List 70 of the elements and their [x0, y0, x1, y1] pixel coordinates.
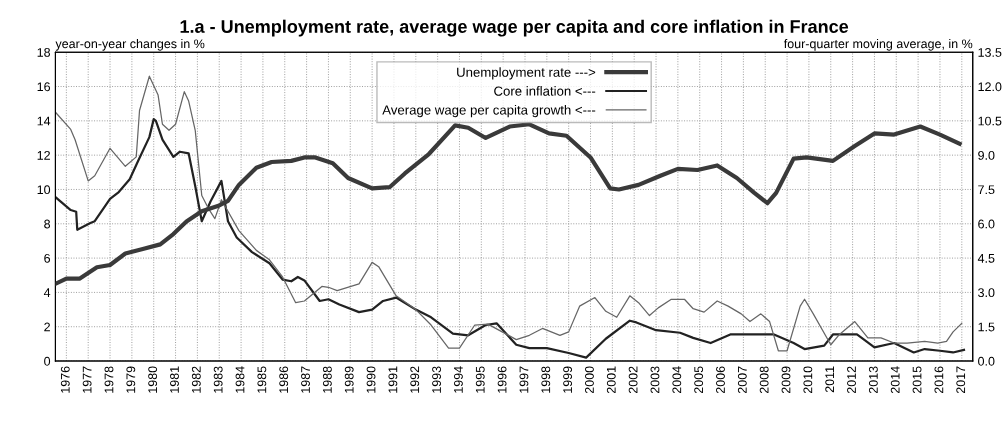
y-tick-label: 4	[43, 288, 51, 297]
line-series	[55, 118, 966, 359]
x-tick-label: 2006	[716, 366, 725, 394]
x-tick-label: 1999	[563, 366, 573, 393]
x-tick-label: 1985	[257, 366, 267, 393]
x-tick-label: 2013	[868, 366, 878, 394]
chart-title: 1.a - Unemployment rate, average wage per capita and core inflation in France	[180, 19, 849, 37]
x-tick-label: 1982	[191, 366, 201, 393]
x-tick-label: 2002	[628, 366, 638, 394]
x-tick-label: 2016	[934, 366, 944, 394]
x-tick-label: 2005	[694, 366, 704, 394]
legend-label: Core inflation <---	[494, 86, 596, 96]
x-tick-label: 2003	[650, 366, 660, 394]
y2-tick-label: 3.0	[978, 288, 995, 298]
x-tick-label: 1990	[366, 366, 376, 393]
x-tick-label: 2007	[737, 366, 747, 394]
y-tick-label: 14	[37, 116, 51, 126]
legend-label: Average wage per capita growth <---	[382, 104, 596, 118]
y2-tick-label: 13.5	[978, 48, 1002, 57]
y2-tick-label: 0.0	[978, 356, 995, 366]
x-tick-label: 1980	[148, 366, 158, 393]
y-tick-label: 12	[37, 150, 50, 160]
x-tick-label: 2012	[847, 366, 856, 394]
x-tick-label: 1991	[388, 366, 398, 393]
x-tick-label: 1977	[82, 366, 92, 393]
x-tick-label: 1976	[60, 366, 70, 393]
x-tick-label: 1996	[497, 366, 507, 393]
x-tick-label: 1998	[541, 366, 551, 393]
y2-tick-label: 9.0	[978, 150, 995, 160]
x-tick-label: 2004	[672, 366, 682, 394]
y-tick-label: 16	[37, 82, 51, 92]
x-tick-label: 1978	[104, 366, 114, 393]
x-tick-label: 1981	[170, 366, 179, 393]
y-tick-label: 0	[44, 356, 51, 366]
x-tick-label: 1987	[301, 366, 310, 393]
x-tick-label: 2008	[759, 366, 769, 394]
x-tick-label: 1988	[322, 366, 332, 393]
y2-tick-label: 10.5	[978, 116, 1002, 126]
x-tick-label: 1986	[279, 366, 289, 393]
y2-tick-label: 6.0	[978, 219, 995, 229]
x-tick-label: 1992	[410, 366, 420, 393]
x-tick-label: 1984	[235, 366, 245, 393]
x-tick-label: 2015	[912, 366, 922, 394]
x-tick-label: 2011	[825, 366, 835, 393]
y-tick-label: 8	[44, 219, 51, 229]
x-tick-label: 1983	[213, 366, 223, 393]
y2-tick-label: 7.5	[978, 185, 995, 195]
x-tick-label: 1979	[126, 366, 136, 393]
x-tick-label: 2000	[585, 366, 594, 394]
x-tick-label: 1997	[519, 366, 529, 393]
x-tick-label: 1995	[475, 366, 485, 393]
x-tick-label: 2010	[803, 366, 813, 394]
y2-tick-label: 12.0	[978, 82, 1002, 92]
y-tick-label: 6	[44, 253, 51, 263]
y-tick-label: 2	[44, 322, 50, 332]
x-tick-label: 2014	[890, 366, 900, 394]
x-tick-label: 2009	[781, 366, 791, 394]
x-tick-label: 1993	[432, 366, 441, 393]
x-tick-label: 2017	[956, 366, 966, 394]
y2-tick-label: 1.5	[978, 322, 995, 332]
y2-axis-title: four-quarter moving average, in %	[783, 39, 973, 51]
legend-label: Unemployment rate --->	[457, 67, 596, 80]
y-tick-label: 18	[37, 48, 51, 57]
x-tick-label: 2001	[606, 366, 616, 394]
x-tick-label: 1994	[453, 366, 463, 393]
y-axis-title: year-on-year changes in %	[55, 39, 205, 51]
y-tick-label: 10	[37, 185, 51, 195]
line-series	[55, 122, 962, 286]
x-tick-label: 1989	[344, 366, 354, 393]
y2-tick-label: 4.5	[977, 254, 995, 263]
